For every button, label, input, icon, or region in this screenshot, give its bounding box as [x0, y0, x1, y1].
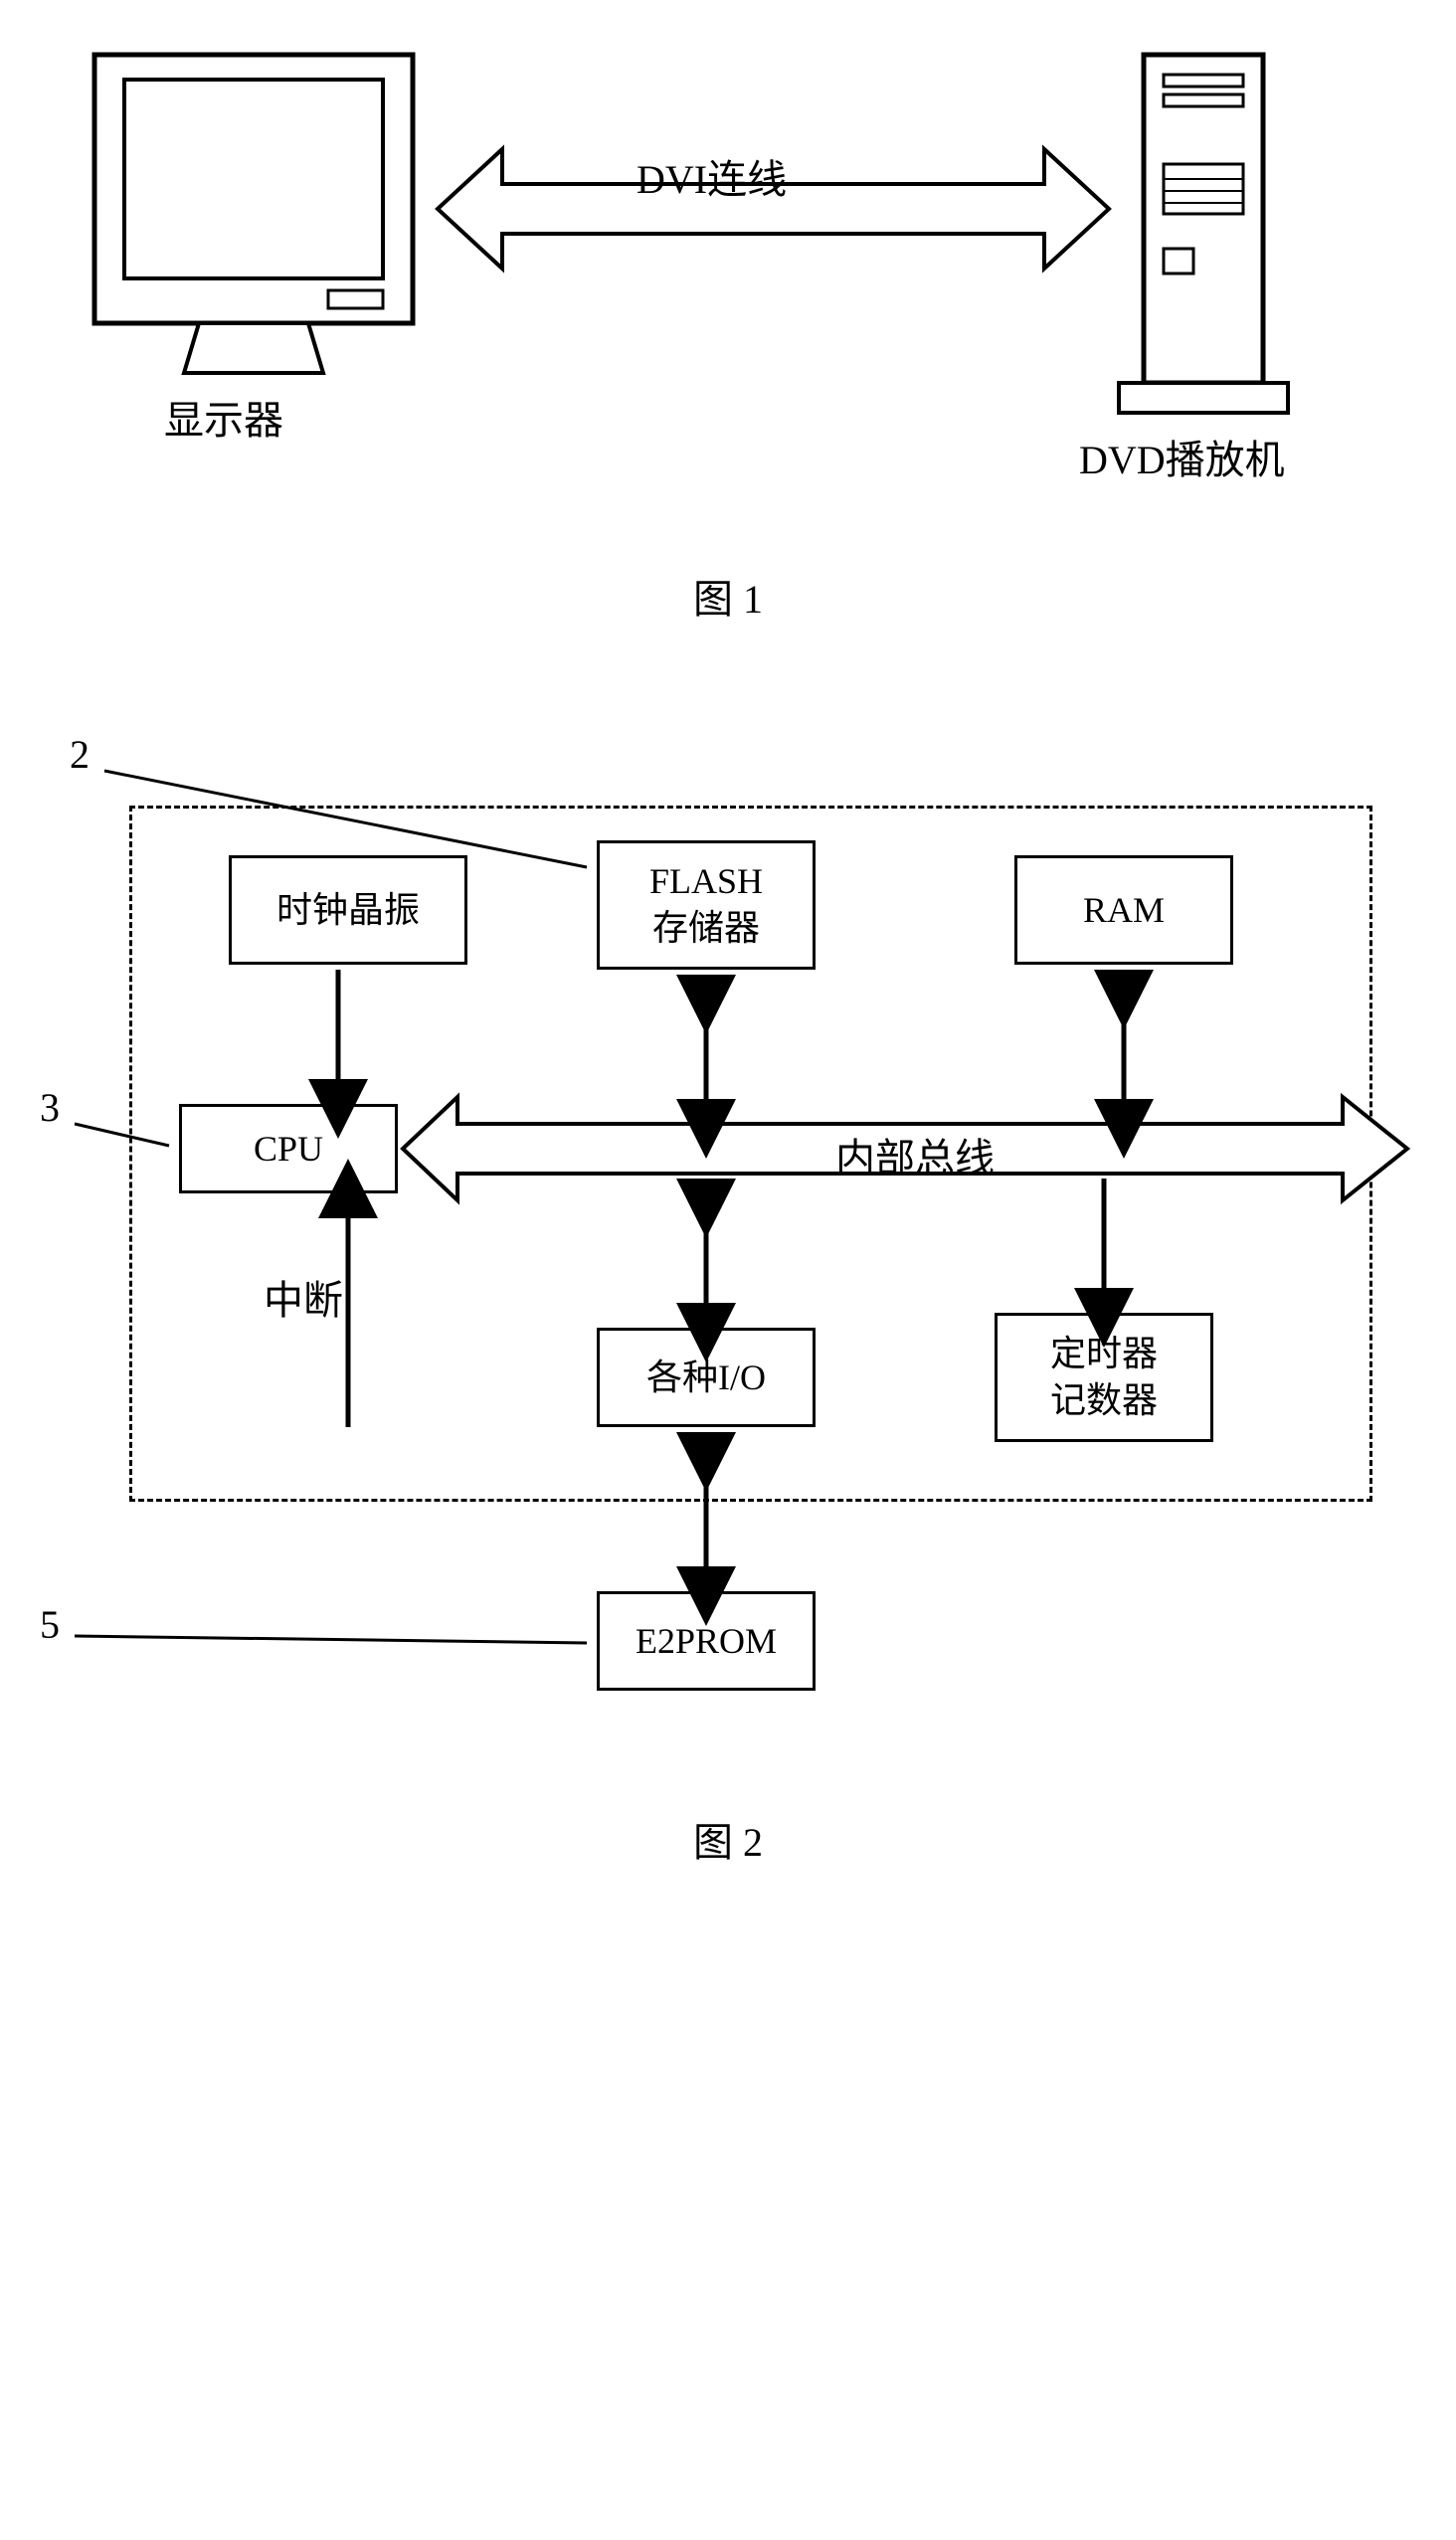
dvd-player-icon — [1114, 50, 1313, 428]
ref-num-2: 2 — [70, 731, 90, 778]
dvd-player-label: DVD播放机 — [1079, 428, 1285, 485]
monitor-icon — [90, 50, 428, 388]
figure-2: 时钟晶振 FLASH 存储器 RAM CPU 各种I/O 定时器 记数器 E2P… — [40, 736, 1416, 1929]
monitor-label: 显示器 — [164, 388, 283, 446]
figure-2-caption: 图 2 — [693, 1810, 763, 1868]
figure-1-caption: 图 1 — [693, 567, 763, 625]
ref-num-5: 5 — [40, 1601, 60, 1648]
dvi-connection-label: DVI连线 — [637, 147, 787, 205]
ref-lines-layer — [40, 736, 1432, 1730]
figure-1-container: DVI连线 显示器 DVD播放机 图 1 时钟晶振 FLASH 存储器 RAM … — [40, 40, 1416, 1929]
figure-1: DVI连线 显示器 DVD播放机 图 1 — [40, 40, 1416, 636]
ref-num-3: 3 — [40, 1084, 60, 1131]
